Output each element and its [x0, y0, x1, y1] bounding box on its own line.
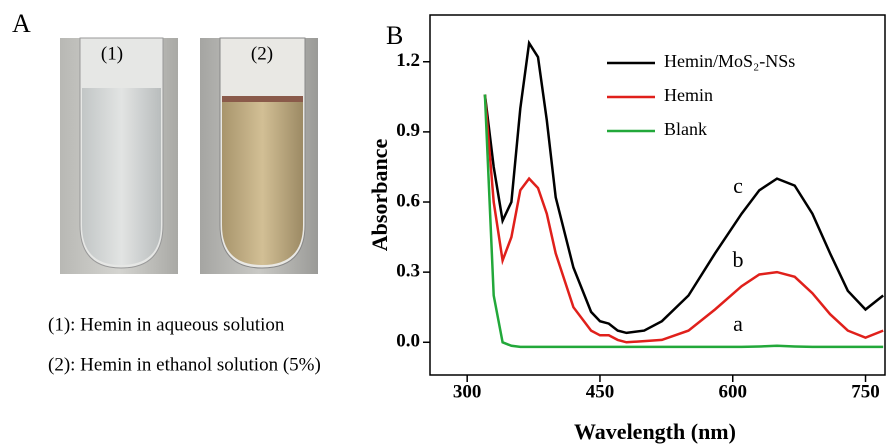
y-tick-label: 1.2	[396, 50, 420, 71]
series-line	[483, 94, 884, 349]
annotation: c	[733, 173, 743, 198]
caption: (2): Hemin in ethanol solution (5%)	[48, 354, 321, 375]
y-tick-label: 0.6	[396, 190, 420, 211]
legend-label: Hemin	[664, 85, 713, 105]
x-tick-label: 600	[718, 381, 747, 402]
y-tick-label: 0.3	[396, 261, 420, 282]
y-axis-title: Absorbance	[367, 139, 392, 252]
annotation: a	[733, 311, 743, 336]
panel-label: A	[12, 9, 31, 38]
y-tick-label: 0.9	[396, 120, 420, 141]
x-tick-label: 300	[453, 381, 482, 402]
legend-label: Blank	[664, 119, 707, 139]
liquid	[222, 98, 303, 265]
photo	[60, 37, 178, 274]
series-line	[483, 39, 884, 335]
photo	[200, 37, 318, 274]
meniscus	[222, 96, 303, 102]
series-line	[483, 94, 884, 344]
plot-frame	[429, 14, 886, 376]
y-tick-label: 0.0	[396, 331, 420, 352]
x-tick-label: 450	[586, 381, 615, 402]
tube-label: (2)	[251, 43, 273, 64]
legend-label: Hemin/MoS₂-NSs	[664, 51, 795, 71]
caption: (1): Hemin in aqueous solution	[48, 314, 285, 335]
x-tick-label: 750	[851, 381, 880, 402]
annotation: b	[733, 247, 744, 272]
liquid	[82, 88, 161, 265]
x-axis-title: Wavelength (nm)	[574, 419, 736, 444]
panel-label: B	[386, 21, 403, 50]
tube-label: (1)	[101, 43, 123, 64]
